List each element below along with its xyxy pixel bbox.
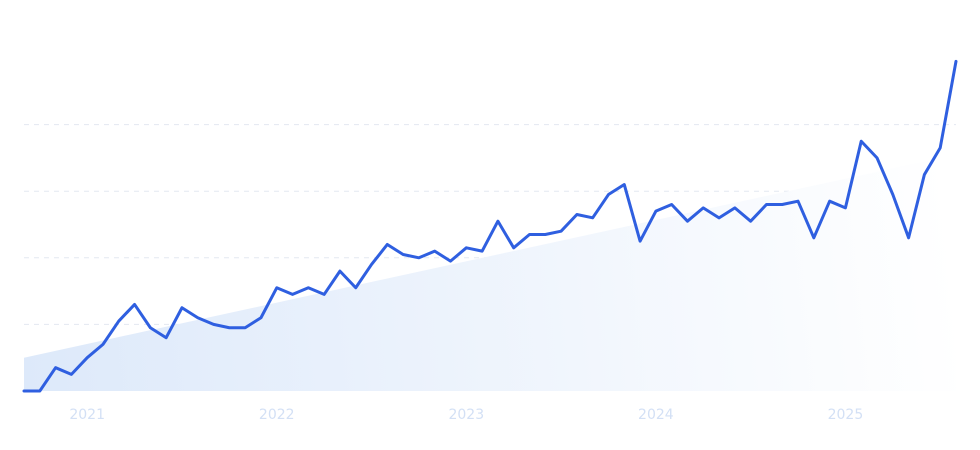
trend-area: [24, 154, 956, 391]
x-tick-label-2022: 2022: [259, 407, 295, 423]
x-tick-label-2025: 2025: [828, 407, 864, 423]
x-tick-label-2023: 2023: [448, 407, 484, 423]
trend-area-layer: [24, 154, 956, 391]
x-tick-label-2024: 2024: [638, 407, 674, 423]
series-line-layer: [22, 59, 958, 393]
x-tick-label-2021: 2021: [69, 407, 105, 423]
x-axis: 2021 2022 2023 2024 2025: [69, 407, 863, 423]
series-line: [22, 59, 958, 393]
